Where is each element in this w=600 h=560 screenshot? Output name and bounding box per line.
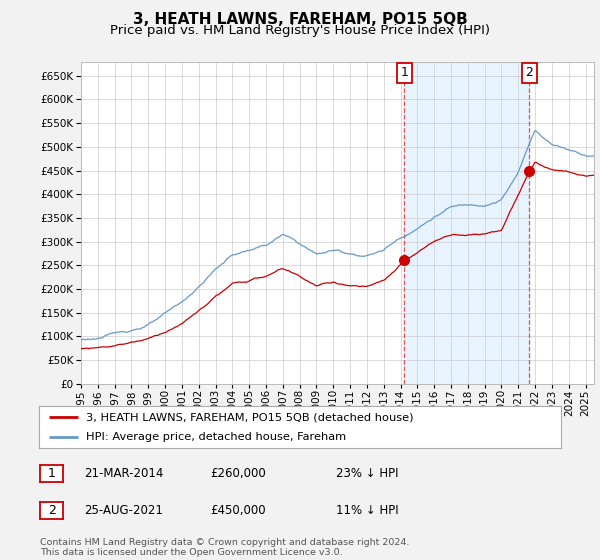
Text: 3, HEATH LAWNS, FAREHAM, PO15 5QB: 3, HEATH LAWNS, FAREHAM, PO15 5QB (133, 12, 467, 27)
Text: 25-AUG-2021: 25-AUG-2021 (84, 503, 163, 517)
Text: 11% ↓ HPI: 11% ↓ HPI (336, 503, 398, 517)
Text: HPI: Average price, detached house, Fareham: HPI: Average price, detached house, Fare… (86, 432, 346, 442)
Text: 21-MAR-2014: 21-MAR-2014 (84, 467, 163, 480)
Text: 23% ↓ HPI: 23% ↓ HPI (336, 467, 398, 480)
Text: £260,000: £260,000 (210, 467, 266, 480)
Text: 1: 1 (400, 67, 408, 80)
Text: £450,000: £450,000 (210, 503, 266, 517)
Text: 3, HEATH LAWNS, FAREHAM, PO15 5QB (detached house): 3, HEATH LAWNS, FAREHAM, PO15 5QB (detac… (86, 412, 413, 422)
Text: 1: 1 (47, 467, 56, 480)
Bar (404, 62, 529, 384)
Text: Price paid vs. HM Land Registry's House Price Index (HPI): Price paid vs. HM Land Registry's House … (110, 24, 490, 37)
Text: Contains HM Land Registry data © Crown copyright and database right 2024.
This d: Contains HM Land Registry data © Crown c… (40, 538, 410, 557)
Text: 2: 2 (47, 503, 56, 517)
Text: 2: 2 (526, 67, 533, 80)
